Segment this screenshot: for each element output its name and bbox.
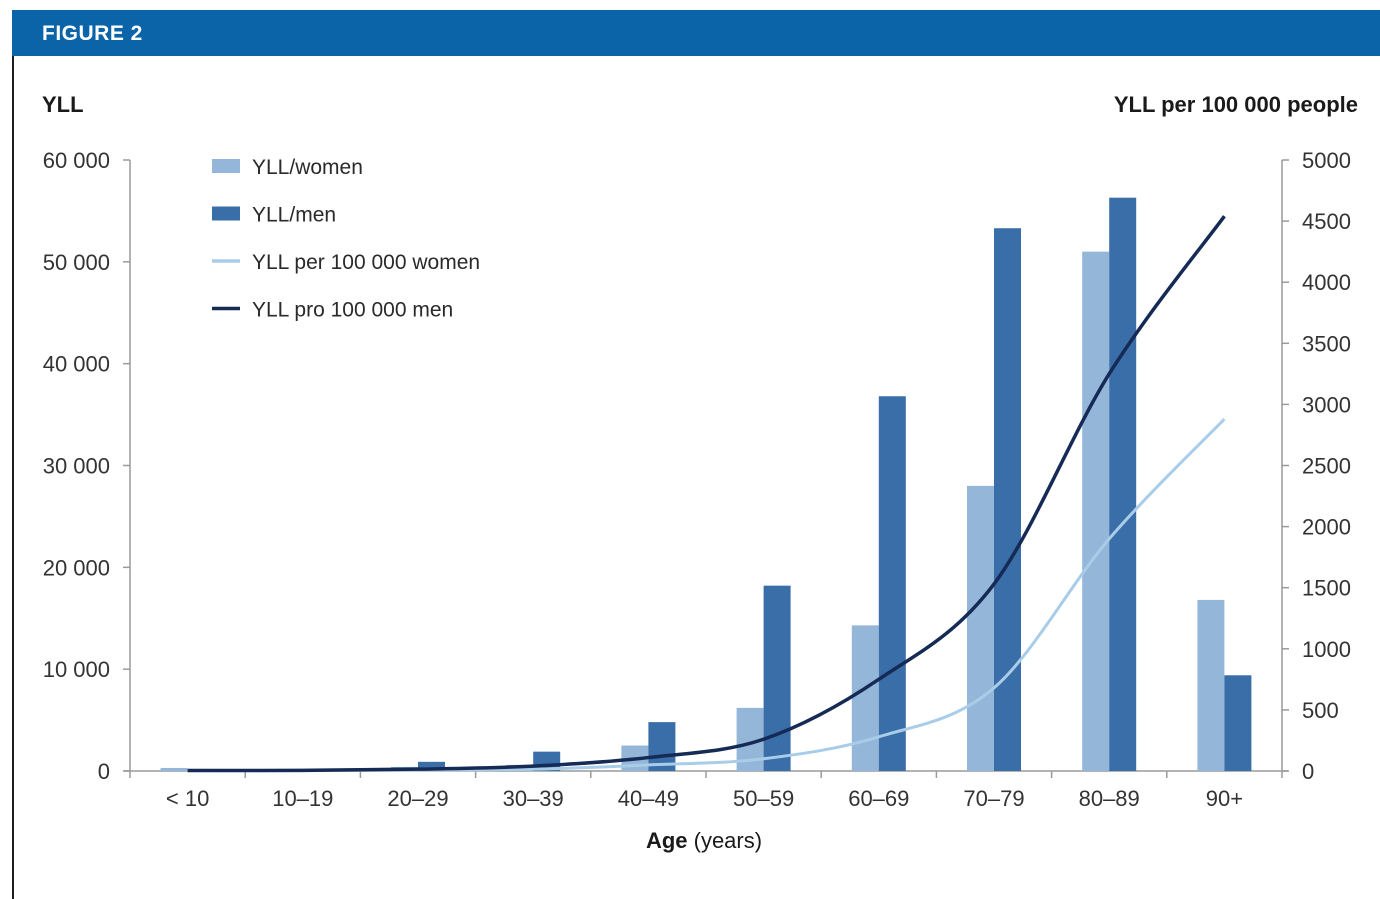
x-tick-label: 70–79 — [963, 786, 1024, 811]
axes: 0 10 000 20 000 30 000 40 000 50 000 60 000 0 50… — [43, 148, 1351, 811]
x-tick-label: 10–19 — [272, 786, 333, 811]
figure-frame — [12, 10, 1380, 899]
bar-yll-men — [1109, 197, 1137, 771]
left-axis-title: YLL — [42, 92, 84, 117]
left-tick-label: 20 000 — [43, 555, 110, 580]
right-tick-label: 5000 — [1302, 148, 1351, 173]
left-tick-label: 60 000 — [43, 148, 110, 173]
bar-yll-women — [1082, 251, 1110, 771]
right-tick-label: 2500 — [1302, 454, 1351, 479]
left-tick-label: 10 000 — [43, 657, 110, 682]
x-tick-label: 90+ — [1206, 786, 1243, 811]
right-axis-title: YLL per 100 000 people — [1114, 92, 1358, 117]
lines — [187, 215, 1226, 773]
right-tick-label: 3000 — [1302, 392, 1351, 417]
right-tick-label: 1500 — [1302, 576, 1351, 601]
x-tick-label: 40–49 — [618, 786, 679, 811]
x-tick-label: 30–39 — [503, 786, 564, 811]
left-tick-label: 50 000 — [43, 250, 110, 275]
right-tick-label: 0 — [1302, 759, 1314, 784]
x-tick-label: 80–89 — [1079, 786, 1140, 811]
legend: YLL/women YLL/men YLL per 100 000 women YLL… — [212, 156, 480, 322]
bar-yll-women — [851, 625, 879, 771]
bar-yll-men — [1224, 675, 1252, 771]
legend-swatch — [212, 206, 240, 221]
x-tick-label: 20–29 — [387, 786, 448, 811]
legend-label: YLL/men — [252, 204, 336, 227]
figure-label: FIGURE 2 — [42, 22, 143, 45]
left-tick-label: 30 000 — [43, 454, 110, 479]
x-tick-label: 50–59 — [733, 786, 794, 811]
x-tick-label: 60–69 — [848, 786, 909, 811]
right-tick-label: 3500 — [1302, 331, 1351, 356]
right-tick-label: 2000 — [1302, 515, 1351, 540]
left-tick-label: 0 — [98, 759, 110, 784]
legend-label: YLL pro 100 000 men — [252, 299, 453, 322]
bar-yll-men — [763, 585, 791, 771]
right-tick-label: 4000 — [1302, 270, 1351, 295]
bars — [160, 197, 1252, 771]
legend-label: YLL/women — [252, 156, 363, 179]
line-yll-per-100000-women — [187, 418, 1226, 773]
bar-yll-men — [994, 228, 1021, 771]
bar-yll-men — [418, 761, 445, 771]
figure-header: FIGURE 2 — [12, 10, 1380, 56]
legend-swatch — [212, 159, 240, 173]
left-tick-label: 40 000 — [43, 352, 110, 377]
right-tick-label: 4500 — [1302, 209, 1351, 234]
bar-yll-women — [160, 767, 188, 771]
x-axis-title-unit: (years) — [688, 828, 763, 853]
legend-label: YLL per 100 000 women — [252, 251, 480, 274]
bar-yll-men — [878, 396, 906, 771]
bar-yll-women — [1197, 599, 1225, 771]
x-tick-label: < 10 — [166, 786, 209, 811]
x-axis-title-bold: Age — [646, 828, 688, 853]
x-axis-title: Age (years) — [646, 828, 762, 853]
line-yll-per-100000-men — [187, 215, 1226, 773]
right-tick-label: 500 — [1302, 698, 1339, 723]
right-tick-label: 1000 — [1302, 637, 1351, 662]
bar-yll-women — [967, 485, 994, 771]
